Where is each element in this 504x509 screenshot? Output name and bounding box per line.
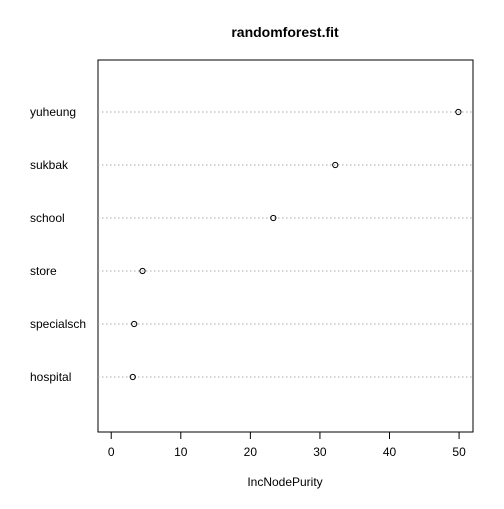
x-tick-label: 30: [313, 445, 327, 459]
x-tick-label: 0: [108, 445, 115, 459]
category-label: school: [30, 211, 65, 225]
grid-lines: [98, 112, 473, 377]
category-labels: hospital specialsch store school sukbak yuheu…: [30, 105, 86, 384]
category-label: yuheung: [30, 105, 76, 119]
category-label: specialsch: [30, 317, 86, 331]
x-tick-label: 50: [452, 445, 466, 459]
x-tick-label: 40: [383, 445, 397, 459]
data-points: [130, 109, 461, 379]
x-tick-label: 20: [244, 445, 258, 459]
category-label: hospital: [30, 370, 71, 384]
x-tick-label: 10: [174, 445, 188, 459]
chart-title: randomforest.fit: [231, 24, 339, 40]
x-axis: 0 10 20 30 40 50: [108, 432, 466, 459]
plot-frame: [98, 60, 473, 432]
category-label: sukbak: [30, 158, 69, 172]
x-axis-label: IncNodePurity: [247, 475, 322, 489]
category-label: store: [30, 264, 57, 278]
